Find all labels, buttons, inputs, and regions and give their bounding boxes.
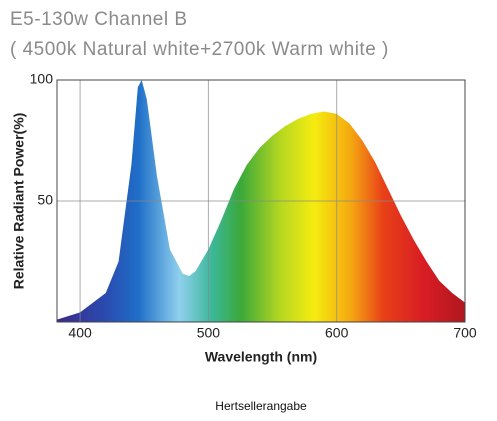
x-tick-label: 500 xyxy=(197,325,221,341)
x-tick-label: 600 xyxy=(325,325,349,341)
x-tick-label: 400 xyxy=(68,325,92,341)
y-tick-label: 100 xyxy=(30,71,54,87)
chart-title: E5-130w Channel B xyxy=(10,9,188,30)
y-axis-label: Relative Radiant Power(%) xyxy=(11,113,27,290)
x-axis-label: Wavelength (nm) xyxy=(205,349,317,365)
caption: Hertsellerangabe xyxy=(215,399,307,413)
chart-subtitle: ( 4500k Natural white+2700k Warm white ) xyxy=(10,39,389,60)
plot-frame xyxy=(56,79,466,323)
x-tick-label: 700 xyxy=(453,325,477,341)
y-tick-label: 50 xyxy=(37,192,53,208)
